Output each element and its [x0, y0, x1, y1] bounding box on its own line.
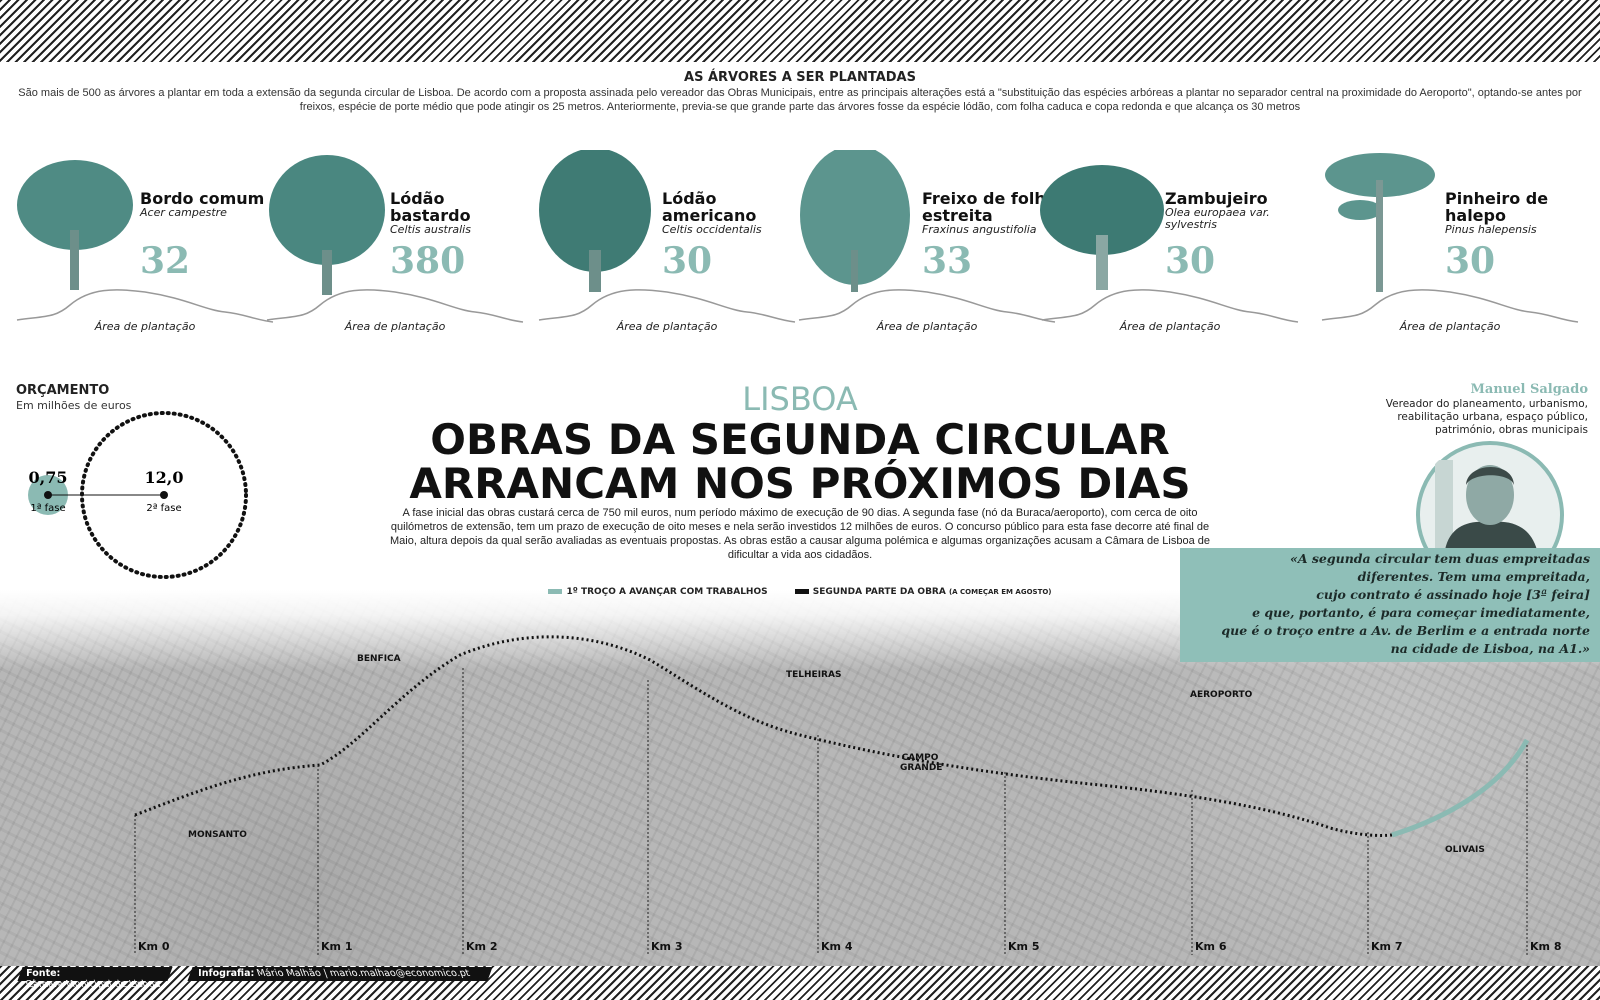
route-legend: 1º TROÇO A AVANÇAR COM TRABALHOS SEGUNDA…: [0, 587, 1600, 597]
map-place-label: CAMPO GRANDE: [900, 753, 943, 773]
map-place-label: MONSANTO: [188, 830, 247, 840]
quote-line: que é o troço entre a Av. de Berlim e a …: [1221, 623, 1590, 638]
planting-area-profile: [1041, 289, 1299, 323]
planting-area-label: Área de plantação: [344, 320, 446, 333]
tree-count: 30: [1445, 240, 1496, 282]
tree-card: Zambujeiro Olea europaea var. sylvestris 3…: [1040, 140, 1300, 340]
tree-name: Lódão bastardo Celtis australis: [390, 190, 525, 236]
tree-latin-name: Acer campestre: [140, 206, 227, 219]
quote-line: e que, portanto, é para começar imediata…: [1252, 605, 1590, 620]
planting-area-label: Área de plantação: [1119, 320, 1221, 333]
kicker: LISBOA: [742, 380, 858, 418]
headline: OBRAS DA SEGUNDA CIRCULAR ARRANCAM NOS P…: [0, 418, 1600, 506]
planting-area-label: Área de plantação: [1399, 320, 1501, 333]
planting-area-profile: [798, 289, 1056, 323]
km-label: Km 1: [321, 940, 353, 953]
planting-area-label: Área de plantação: [94, 320, 196, 333]
legend-first-label: 1º TROÇO A AVANÇAR COM TRABALHOS: [566, 587, 768, 597]
footer-source: Fonte: Câmara Municipal de Lisboa: [17, 967, 173, 990]
headline-line-2: ARRANCAM NOS PRÓXIMOS DIAS: [409, 459, 1191, 508]
legend-second-note: (A COMEÇAR EM AGOSTO): [948, 588, 1052, 596]
planting-area-profile: [538, 289, 796, 323]
tree-count: 30: [662, 240, 713, 282]
km-label: Km 7: [1371, 940, 1403, 953]
tree-card: Pinheiro de halepo Pinus halepensis 30 Área…: [1320, 140, 1580, 340]
km-label: Km 5: [1008, 940, 1040, 953]
tree-illustration: [1325, 153, 1435, 292]
tree-count: 32: [140, 240, 191, 282]
budget-title: ORÇAMENTO: [16, 383, 110, 398]
tree-name: Lódão americano Celtis occidentalis: [662, 190, 797, 236]
tree-latin-name: Olea europaea var. sylvestris: [1165, 206, 1270, 231]
portrait-photo: [1415, 440, 1565, 550]
route-second-part: [134, 635, 1393, 837]
route-first-section: [1391, 738, 1530, 838]
phase2-value: 12,0: [145, 468, 184, 487]
tree-count: 380: [390, 240, 466, 282]
tree-name: Zambujeiro Olea europaea var. sylvestris: [1165, 190, 1300, 231]
tree-illustration: [539, 150, 651, 292]
phase2-label: 2ª fase: [146, 503, 181, 514]
map-place-label: AEROPORTO: [1190, 690, 1253, 700]
km-label: Km 8: [1530, 940, 1562, 953]
km-label: Km 6: [1195, 940, 1227, 953]
person-role: Vereador do planeamento, urbanismo, reab…: [1385, 398, 1588, 436]
phase1-label: 1ª fase: [30, 503, 65, 514]
quote-line: na cidade de Lisboa, na A1.»: [1390, 641, 1590, 656]
map-place-label: BENFICA: [357, 654, 401, 664]
quote-line: cujo contrato é assinado hoje [3ª feira]: [1316, 587, 1590, 602]
tree-card: Lódão americano Celtis occidentalis 30 Área…: [537, 140, 797, 340]
tree-latin-name: Celtis australis: [390, 223, 471, 236]
planting-area-profile: [1321, 289, 1579, 323]
legend-second-label: SEGUNDA PARTE DA OBRA: [812, 587, 946, 597]
phase1-value: 0,75: [29, 468, 68, 487]
tree-illustration: [800, 150, 910, 292]
top-hatch-band: [0, 0, 1600, 62]
lead-paragraph: A fase inicial das obras custará cerca d…: [390, 507, 1210, 561]
km-label: Km 3: [651, 940, 683, 953]
quote-line: «A segunda circular tem duas empreitadas: [1290, 551, 1590, 566]
quote-box: «A segunda circular tem duas empreitadas…: [1180, 548, 1600, 662]
tree-illustration: [269, 155, 385, 295]
budget-subtitle: Em milhões de euros: [16, 399, 132, 412]
tree-card: Bordo comum Acer campestre 32 Área de plant…: [15, 140, 275, 340]
tree-name: Pinheiro de halepo Pinus halepensis: [1445, 190, 1580, 236]
planting-area-profile: [266, 289, 524, 323]
headline-line-1: OBRAS DA SEGUNDA CIRCULAR: [430, 415, 1170, 464]
km-label: Km 0: [138, 940, 170, 953]
legend-swatch-first: [548, 589, 563, 594]
km-label: Km 4: [821, 940, 853, 953]
planting-area-label: Área de plantação: [616, 320, 718, 333]
budget-diagram: 0,75 12,0 1ª fase 2ª fase: [28, 411, 248, 579]
tree-name: Freixo de folha estreita Fraxinus angusti…: [922, 189, 1057, 236]
trees-intro-text: São mais de 500 as árvores a plantar em …: [18, 87, 1582, 113]
tree-latin-name: Celtis occidentalis: [662, 223, 762, 236]
tree-latin-name: Fraxinus angustifolia: [922, 223, 1037, 236]
footer-credit: Infografia: Mário Malhão | mario.malhao@…: [187, 967, 493, 981]
km-label: Km 2: [466, 940, 498, 953]
tree-latin-name: Pinus halepensis: [1445, 223, 1537, 236]
person-name: Manuel Salgado: [1470, 382, 1588, 397]
planting-area-label: Área de plantação: [876, 320, 978, 333]
tree-illustration: [17, 160, 133, 290]
map-place-label: OLIVAIS: [1445, 845, 1485, 855]
tree-count: 30: [1165, 240, 1216, 282]
legend-swatch-second: [794, 589, 809, 594]
quote-line: diferentes. Tem uma empreitada,: [1357, 569, 1590, 584]
tree-count: 33: [922, 240, 973, 282]
tree-card: Lódão bastardo Celtis australis 380 Área de…: [265, 140, 525, 340]
map-place-label: TELHEIRAS: [786, 670, 842, 680]
tree-card: Freixo de folha estreita Fraxinus angusti…: [797, 140, 1057, 340]
tree-illustration: [1040, 165, 1164, 290]
planting-area-profile: [16, 289, 274, 323]
tree-name: Bordo comum Acer campestre: [140, 189, 265, 219]
trees-section-title: AS ÁRVORES A SER PLANTADAS: [684, 70, 916, 85]
